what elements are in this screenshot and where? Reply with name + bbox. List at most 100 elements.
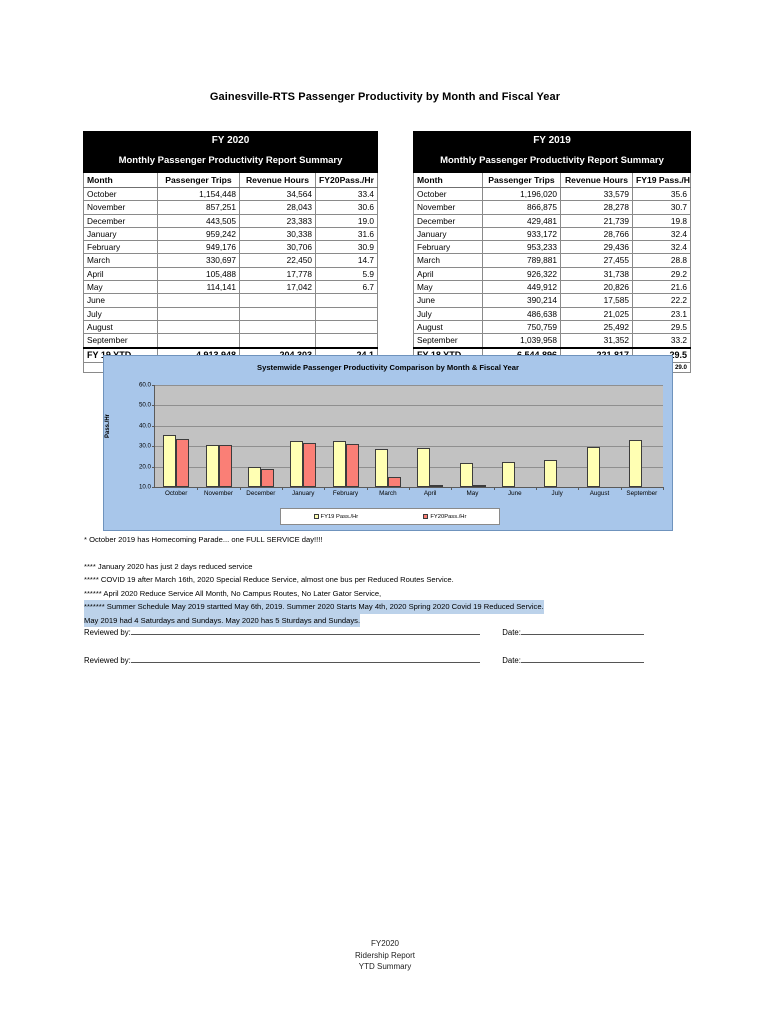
chart-legend: FY19 Pass./Hr FY20Pass./Hr [280,508,500,525]
reviewed-by-input-line[interactable] [130,626,481,635]
cell-month: May [413,280,483,295]
cell-pass-per-hour: 32.4 [632,240,691,255]
cell-passenger-trips: 866,875 [482,200,561,215]
cell-pass-per-hour: 29.2 [632,266,691,282]
table-row: October 1,196,020 33,579 35.6 [413,186,691,202]
chart-x-tickmark [451,487,453,490]
chart-legend-label: FY20Pass./Hr [430,513,467,520]
table-row: December 429,481 21,739 19.8 [413,213,691,228]
footnote-2: **** January 2020 has just 2 days reduce… [84,561,253,571]
chart-bar [417,447,431,487]
chart-y-axis-label: Pass./Hr [105,413,111,438]
reviewed-by-input-line[interactable] [130,654,481,663]
cell-revenue-hours: 17,585 [560,293,633,308]
table-subtitle-band: Monthly Passenger Productivity Report Su… [413,149,691,173]
cell-revenue-hours: 20,826 [560,280,633,295]
table-fiscal-year-label: FY 2019 [413,131,691,150]
table-row: December 443,505 23,383 19.0 [83,213,378,228]
footnotes-block: * October 2019 has Homecoming Parade... … [84,533,694,627]
cell-month: November [83,200,158,215]
cell-passenger-trips: 443,505 [157,213,240,228]
chart-y-tick-label: 20.0 [138,463,151,471]
column-header-1: Passenger Trips [482,171,561,188]
cell-passenger-trips: 114,141 [157,280,240,295]
cell-passenger-trips: 390,214 [482,293,561,308]
cell-revenue-hours: 28,766 [560,226,633,242]
table-row: March 330,697 22,450 14.7 [83,253,378,268]
cell-revenue-hours: 29,436 [560,240,633,255]
chart-x-tick-label: February [332,490,359,497]
table-row: February 953,233 29,436 32.4 [413,240,691,255]
cell-passenger-trips: 330,697 [157,253,240,268]
chart-bar [430,485,444,487]
chart-legend-label: FY19 Pass./Hr [320,513,359,520]
cell-pass-per-hour: 33.2 [632,333,691,349]
chart-bar [501,462,515,487]
cell-month: August [83,319,158,335]
cell-month: November [413,200,483,215]
chart-bar [176,439,190,487]
table-subtitle-label: Monthly Passenger Productivity Report Su… [83,149,378,173]
column-header-0: Month [83,171,158,188]
table-row: September [83,333,378,349]
footnote-6: May 2019 had 4 Saturdays and Sundays. Ma… [84,613,361,627]
cell-revenue-hours: 33,579 [560,186,633,202]
table-header-row: Month Passenger Trips Revenue Hours FY20Pas… [83,171,378,188]
table-fiscal-year-label: FY 2020 [83,131,378,150]
cell-month: March [83,253,158,268]
cell-revenue-hours: 28,278 [560,200,633,215]
chart-bar [303,442,317,487]
chart-x-tickmark [536,487,537,490]
cell-revenue-hours: 21,025 [560,306,633,321]
date-label: Date: [502,628,521,637]
chart-bar [290,441,304,487]
cell-revenue-hours: 31,738 [560,266,633,282]
cell-passenger-trips: 1,154,448 [157,186,240,202]
table-row: May 114,141 17,042 6.7 [83,280,378,295]
chart-x-tickmark [366,487,368,490]
cell-pass-per-hour: 28.8 [632,253,691,268]
chart-plot-area: 10.0 20.0 30.0 40.0 50.0 60.0 October November D… [139,382,664,497]
date-input-line[interactable] [520,654,644,663]
chart-x-tick-label: August [589,490,610,497]
productivity-chart-panel: Systemwide Passenger Productivity Compar… [103,355,673,531]
column-header-1: Passenger Trips [157,171,240,188]
chart-x-tickmark [493,487,495,490]
signature-row: Reviewed by: Date: [84,626,644,637]
cell-passenger-trips: 949,176 [157,240,240,255]
chart-x-tick-label: January [291,490,315,497]
cell-pass-per-hour [315,306,378,321]
cell-revenue-hours: 30,338 [239,226,316,242]
table-row: November 857,251 28,043 30.6 [83,200,378,215]
chart-y-tickmark [152,405,155,407]
chart-x-tickmark [282,487,283,490]
table-row: July 486,638 21,025 23.1 [413,306,691,321]
cell-pass-per-hour [315,333,378,349]
table-row: September 1,039,958 31,352 33.2 [413,333,691,349]
chart-bar [218,444,232,487]
table-row: June [83,293,378,308]
chart-gridline [155,385,663,386]
chart-legend-swatch [423,514,429,519]
table-subtitle-band: Monthly Passenger Productivity Report Su… [83,149,378,173]
cell-revenue-hours: 30,706 [239,240,316,255]
cell-passenger-trips: 857,251 [157,200,240,215]
cell-passenger-trips: 789,881 [482,253,561,268]
chart-x-tick-label: December [246,490,276,497]
cell-month: October [413,186,483,202]
cell-pass-per-hour: 6.7 [315,280,378,295]
cell-passenger-trips: 926,322 [482,266,561,282]
chart-x-tick-label: October [164,490,188,497]
footnote-4: ****** April 2020 Reduce Service All Mon… [84,588,382,598]
cell-passenger-trips: 933,172 [482,226,561,242]
cell-passenger-trips: 449,912 [482,280,561,295]
cell-passenger-trips [157,319,240,335]
chart-y-tick-label: 30.0 [138,442,151,450]
cell-pass-per-hour: 29.5 [632,319,691,335]
chart-x-tickmark [324,487,326,490]
footer-line-1: FY2020 [370,939,400,948]
cell-pass-per-hour: 19.0 [315,213,378,228]
column-header-2: Revenue Hours [560,171,633,188]
date-input-line[interactable] [520,626,644,635]
table-row: April 105,488 17,778 5.9 [83,266,378,282]
